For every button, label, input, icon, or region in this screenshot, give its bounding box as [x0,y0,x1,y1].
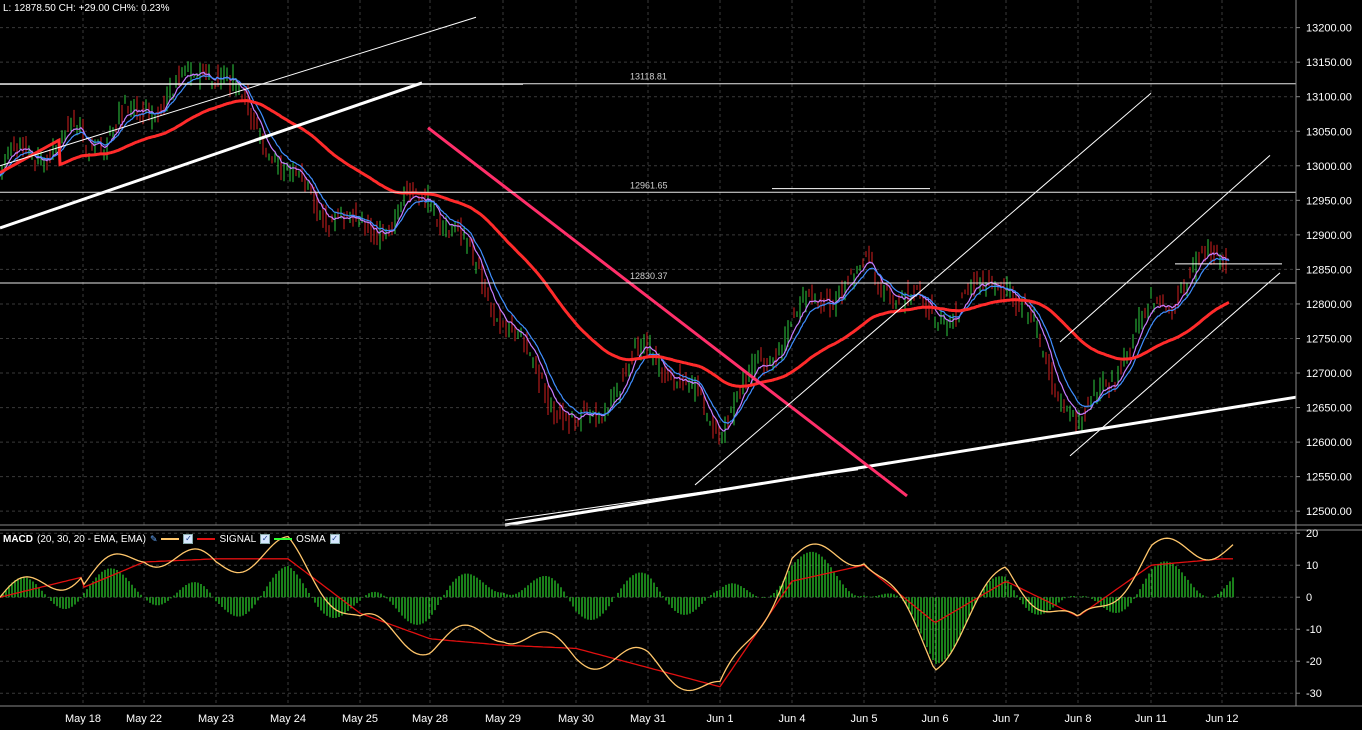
x-tick-label: Jun 6 [922,713,949,725]
macd-y-tick-label: 0 [1306,592,1312,604]
x-tick-label: Jun 8 [1065,713,1092,725]
ema-fast-line [0,71,1230,432]
y-tick-label: 13150.00 [1306,57,1352,69]
indicator-params: (20, 30, 20 - EMA, EMA) [37,533,146,545]
macd-swatch [161,538,180,540]
y-tick-label: 13200.00 [1306,23,1352,35]
x-tick-label: May 23 [198,713,234,725]
y-tick-label: 12500.00 [1306,506,1352,518]
x-tick-label: Jun 5 [851,713,878,725]
macd-y-tick-label: -20 [1306,656,1322,668]
x-tick-label: May 24 [270,713,306,725]
macd-legend: MACD (20, 30, 20 - EMA, EMA) ✎ ✓ SIGNAL … [3,533,340,545]
y-tick-label: 12650.00 [1306,403,1352,415]
x-tick-label: May 29 [485,713,521,725]
y-tick-label: 12850.00 [1306,264,1352,276]
x-tick-label: May 31 [630,713,666,725]
y-tick-label: 12800.00 [1306,299,1352,311]
trend-support-upper [0,81,423,230]
x-tick-label: Jun 7 [993,713,1020,725]
horizontal-levels: 13118.81 12961.65 12830.37 [0,72,1296,284]
trend-support-thin [504,469,859,521]
channel-right-top [1059,155,1271,343]
y-tick-label: 12600.00 [1306,437,1352,449]
osma-swatch [274,538,293,540]
macd-line [0,535,1234,692]
x-tick-label: May 18 [65,713,101,725]
osma-checkbox-icon[interactable]: ✓ [329,534,340,544]
osma-label: OSMA [296,533,326,545]
osma-histogram [0,535,1234,692]
macd-checkbox-icon[interactable]: ✓ [183,534,194,544]
y-tick-label: 12950.00 [1306,195,1352,207]
x-tick-label: May 28 [412,713,448,725]
y-tick-label: 13000.00 [1306,161,1352,173]
y-tick-label: 13100.00 [1306,92,1352,104]
trend-support-lower [504,395,1297,527]
macd-y-tick-label: -30 [1306,688,1322,700]
macd-y-tick-label: 20 [1306,528,1318,540]
level-label: 12830.37 [630,271,668,281]
trend-channel-top [0,16,477,167]
y-tick-label: 12700.00 [1306,368,1352,380]
y-tick-label: 13050.00 [1306,126,1352,138]
x-tick-label: May 25 [342,713,378,725]
x-tick-label: Jun 12 [1205,713,1238,725]
candles [1,61,1227,445]
channel-right-bottom [1069,272,1281,457]
edit-icon[interactable]: ✎ [149,533,158,544]
x-tick-label: Jun 4 [779,713,806,725]
signal-line [0,558,1233,688]
macd-y-tick-label: 10 [1306,560,1318,572]
signal-swatch [197,538,216,540]
indicator-name: MACD [3,533,33,545]
trend-lines [0,16,1297,527]
y-tick-label: 12750.00 [1306,333,1352,345]
macd-y-tick-label: -10 [1306,624,1322,636]
y-tick-label: 12900.00 [1306,230,1352,242]
x-tick-label: Jun 1 [707,713,734,725]
indicator-lines [0,71,1230,432]
level-label: 12961.65 [630,180,668,190]
trend-resistance [427,126,908,498]
channel-mid-top [694,92,1152,486]
x-tick-label: Jun 11 [1135,713,1167,725]
signal-label: SIGNAL [219,533,257,545]
signal-checkbox-icon[interactable]: ✓ [260,534,271,544]
y-tick-label: 12550.00 [1306,472,1352,484]
quote-readout: L: 12878.50 CH: +29.00 CH%: 0.23% [3,3,170,14]
level-label: 13118.81 [630,72,667,82]
ma-long-line [0,98,1230,388]
x-tick-label: May 22 [126,713,162,725]
grid-lines [0,0,1296,706]
ema-slow-line [0,74,1230,424]
x-tick-label: May 30 [558,713,594,725]
